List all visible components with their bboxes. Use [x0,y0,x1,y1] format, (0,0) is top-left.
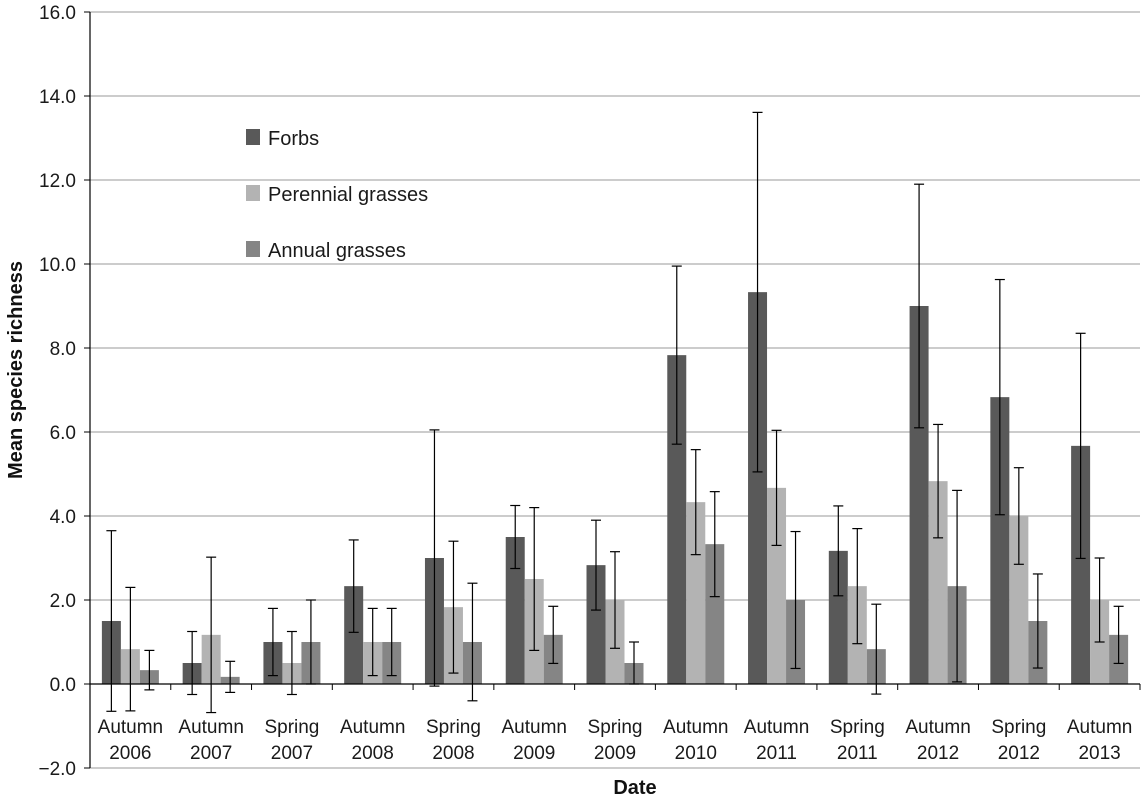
y-tick-labels: −2.0 0.0 2.0 4.0 6.0 8.0 10.0 12.0 14.0 16.0 [38,3,76,780]
x-category-label: 2008 [432,743,474,764]
legend: Forbs Perennial grasses Annual grasses [246,128,428,262]
x-category-label: 2009 [513,743,555,764]
x-category-label: Autumn [663,717,728,738]
bar [586,565,606,684]
x-category-label: Spring [588,717,643,738]
bar [705,544,725,684]
bar [828,550,848,684]
bar [767,487,787,684]
legend-swatch [246,241,260,257]
bar [909,306,929,684]
x-category-label: 2007 [271,743,313,764]
bar [505,537,525,684]
bar [928,481,948,684]
legend-label: Perennial grasses [268,184,428,206]
x-category-label: 2006 [109,743,151,764]
axes [84,11,1141,769]
x-category-label: Spring [830,717,885,738]
x-category-label: Autumn [178,717,243,738]
bar [686,502,706,684]
bar [344,586,364,684]
y-axis-title: Mean species richness [5,261,27,479]
y-tick-label: 6.0 [50,423,76,444]
x-category-label: 2013 [1078,743,1120,764]
legend-label: Forbs [268,128,319,150]
bar [990,397,1010,684]
gridlines [90,11,1140,769]
x-category-label: Autumn [1067,717,1132,738]
x-category-label: 2009 [594,743,636,764]
x-category-label: 2012 [998,743,1040,764]
x-category-label: 2012 [917,743,959,764]
legend-label: Annual grasses [268,240,406,262]
x-category-label: Autumn [905,717,970,738]
y-tick-label: −2.0 [38,759,76,780]
x-category-label: Autumn [501,717,566,738]
x-axis-title: Date [613,777,656,799]
x-category-label: Spring [991,717,1046,738]
bar [1071,445,1091,684]
x-category-label: 2011 [837,743,878,764]
y-tick-label: 0.0 [50,675,76,696]
x-category-labels: Autumn 2006 Autumn 2007 Spring 2007 Autumn 2008… [98,717,1133,764]
x-category-label: Autumn [340,717,405,738]
legend-swatch [246,129,260,145]
x-category-label: 2010 [675,743,717,764]
y-tick-label: 2.0 [50,591,76,612]
x-category-label: Spring [264,717,319,738]
y-tick-label: 12.0 [39,171,76,192]
legend-swatch [246,185,260,201]
x-category-label: 2011 [756,743,797,764]
y-tick-label: 16.0 [39,3,76,24]
y-tick-label: 10.0 [39,255,76,276]
y-tick-label: 14.0 [39,87,76,108]
x-category-label: Autumn [98,717,163,738]
y-tick-label: 8.0 [50,339,76,360]
x-category-label: Spring [426,717,481,738]
bar [748,292,768,684]
x-category-label: Autumn [744,717,809,738]
x-category-label: 2008 [352,743,394,764]
x-category-label: 2007 [190,743,232,764]
bar [1009,516,1029,684]
bar [667,355,687,684]
y-tick-label: 4.0 [50,507,76,528]
error-bars [106,111,1124,714]
